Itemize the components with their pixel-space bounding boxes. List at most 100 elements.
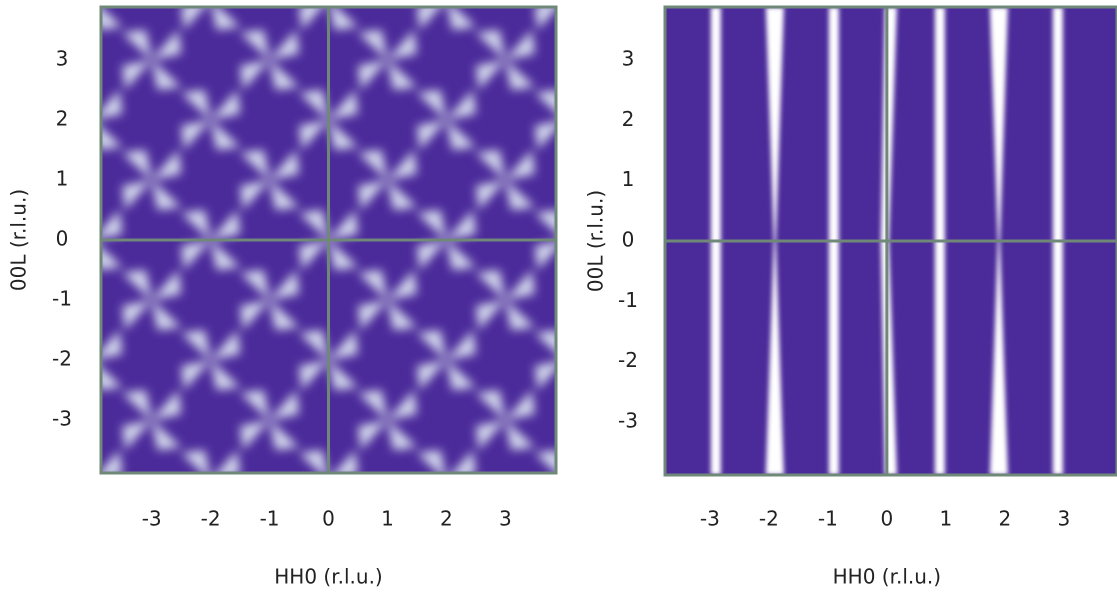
y-tick-label: 3 xyxy=(622,47,635,71)
light-lobe xyxy=(181,209,241,271)
light-lobe xyxy=(240,149,300,210)
light-lobe xyxy=(122,149,182,210)
y-tick-label: -1 xyxy=(52,287,72,311)
light-lobe xyxy=(475,29,535,90)
x-tick-label: 1 xyxy=(940,507,953,531)
frame xyxy=(663,5,1117,477)
x-tick-label: 0 xyxy=(322,507,335,531)
x-tick-label: 0 xyxy=(881,507,894,531)
light-lobe xyxy=(534,210,556,233)
light-lobe xyxy=(299,89,358,150)
y-tick-label: -2 xyxy=(52,347,72,371)
light-lobe xyxy=(357,29,417,90)
light-lobe xyxy=(181,450,210,473)
light-lobe xyxy=(416,450,445,473)
x-tick-label: 2 xyxy=(999,507,1012,531)
light-lobe xyxy=(416,209,476,271)
light-lobe xyxy=(181,89,241,150)
light-lobe xyxy=(101,209,123,239)
light-lobe xyxy=(475,390,535,451)
light-lobe xyxy=(534,361,556,391)
light-lobe xyxy=(122,270,182,331)
y-tick-label: -2 xyxy=(618,348,638,372)
light-lobe xyxy=(122,390,182,451)
light-lobe xyxy=(240,270,300,331)
light-lobe xyxy=(299,330,358,391)
light-lobe xyxy=(122,149,182,210)
light-lobe xyxy=(357,149,417,210)
y-tick-label: 1 xyxy=(622,167,635,191)
light-lobe xyxy=(181,7,205,30)
light-lobe xyxy=(534,330,556,353)
light-lobe xyxy=(240,29,300,90)
light-lobe xyxy=(240,149,300,210)
y-axis-label: 00L (r.l.u.) xyxy=(584,190,608,292)
light-lobe xyxy=(416,330,476,391)
y-tick-label: 1 xyxy=(56,166,69,190)
light-lobe xyxy=(534,121,556,150)
x-tick-label: 3 xyxy=(499,507,512,531)
x-axis-label: HH0 (r.l.u.) xyxy=(833,565,941,589)
light-lobe xyxy=(181,330,241,391)
light-lobe xyxy=(299,209,358,271)
x-tick-label: -3 xyxy=(142,507,162,531)
light-lobe xyxy=(122,270,182,331)
light-lobe xyxy=(475,270,535,331)
x-tick-label: -1 xyxy=(260,507,280,531)
x-tick-label: -2 xyxy=(759,507,779,531)
light-lobe xyxy=(122,29,182,90)
light-lobe xyxy=(357,390,417,451)
light-lobe xyxy=(329,7,358,30)
light-lobe xyxy=(299,7,323,30)
light-lobe xyxy=(357,270,417,331)
y-tick-label: 2 xyxy=(622,107,635,131)
light-lobe xyxy=(181,89,241,150)
light-lobe xyxy=(357,149,417,210)
light-lobe xyxy=(101,7,123,30)
light-lobe xyxy=(447,7,476,30)
y-tick-label: 0 xyxy=(56,227,69,251)
light-lobe xyxy=(101,127,123,150)
light-lobe xyxy=(240,390,300,451)
light-lobe xyxy=(299,89,358,150)
light-lobe xyxy=(101,247,123,270)
light-lobe xyxy=(357,29,417,90)
light-lobe xyxy=(240,270,300,331)
light-lobe xyxy=(534,241,556,271)
x-axis-label: HH0 (r.l.u.) xyxy=(274,565,382,589)
y-axis-label: 00L (r.l.u.) xyxy=(7,189,31,291)
light-lobe xyxy=(534,450,556,473)
light-lobe xyxy=(357,270,417,331)
light-lobe xyxy=(240,29,300,90)
light-lobe xyxy=(122,390,182,451)
light-lobe xyxy=(416,89,476,150)
y-tick-label: -1 xyxy=(618,288,638,312)
light-lobe xyxy=(475,149,535,210)
light-lobe xyxy=(101,330,123,359)
y-tick-label: 3 xyxy=(56,46,69,70)
x-tick-label: 3 xyxy=(1058,507,1071,531)
light-lobe xyxy=(475,270,535,331)
light-lobe xyxy=(417,7,441,30)
light-lobe xyxy=(475,149,535,210)
frame xyxy=(99,5,558,475)
light-lobe xyxy=(534,90,556,113)
light-lobe xyxy=(212,7,241,30)
light-lobe xyxy=(475,390,535,451)
light-lobe xyxy=(101,89,123,119)
y-tick-label: -3 xyxy=(618,408,638,432)
light-lobe xyxy=(101,450,123,473)
light-lobe xyxy=(122,29,182,90)
x-tick-label: -1 xyxy=(818,507,838,531)
x-tick-label: 1 xyxy=(381,507,394,531)
light-lobe xyxy=(416,209,476,271)
light-lobe xyxy=(452,450,476,473)
x-tick-label: 2 xyxy=(440,507,453,531)
light-lobe xyxy=(534,7,556,30)
light-lobe xyxy=(357,390,417,451)
y-tick-label: -3 xyxy=(52,407,72,431)
light-lobe xyxy=(299,450,328,473)
x-tick-label: -2 xyxy=(201,507,221,531)
light-lobe xyxy=(334,450,358,473)
